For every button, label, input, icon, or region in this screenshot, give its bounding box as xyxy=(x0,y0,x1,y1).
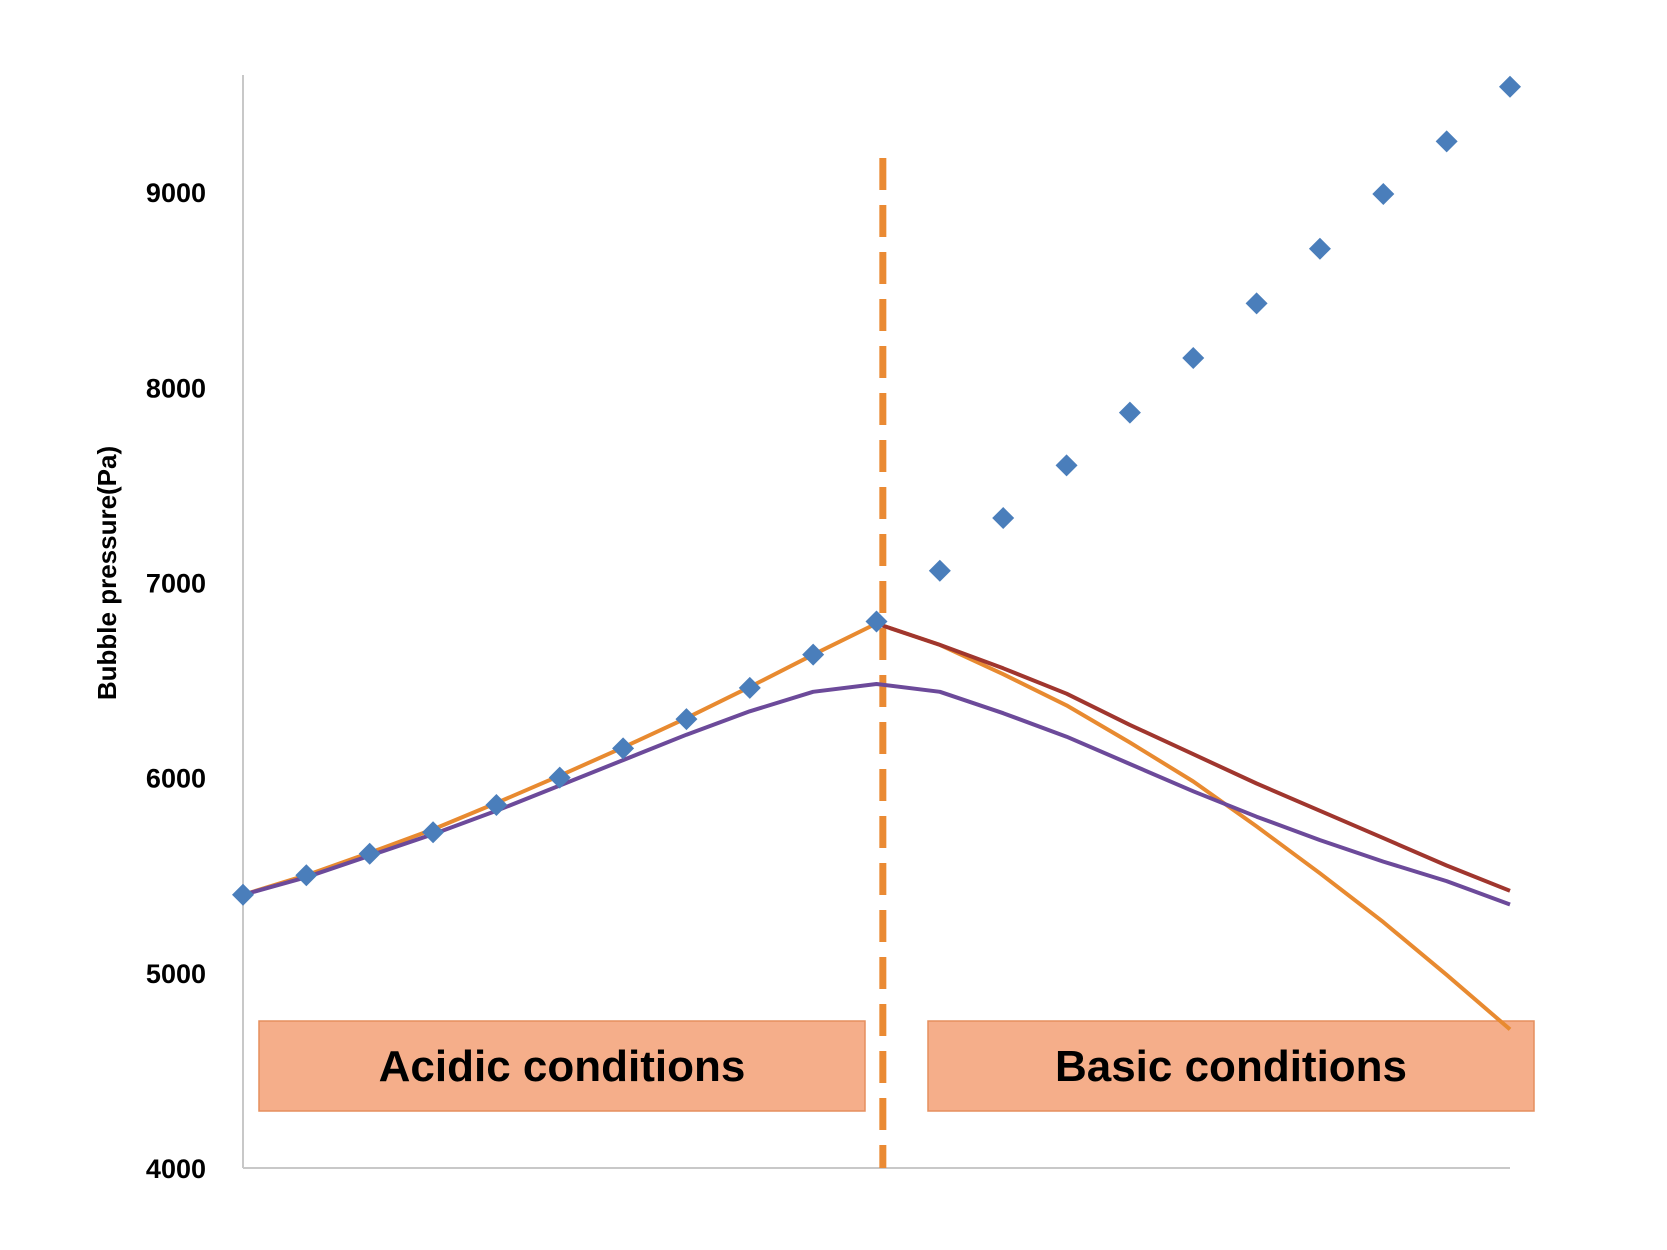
y-tick-label: 8000 xyxy=(146,373,206,403)
data-point-marker xyxy=(1372,183,1395,206)
data-point-marker xyxy=(548,766,571,789)
condition-regions: Acidic conditions Basic conditions xyxy=(258,1020,1535,1112)
y-tick-label: 9000 xyxy=(146,178,206,208)
y-tick-labels: 4000 5000 6000 7000 8000 9000 xyxy=(146,178,206,1184)
series-line-3 xyxy=(242,682,1511,907)
data-point-marker xyxy=(422,821,445,844)
data-point-marker xyxy=(1055,454,1078,477)
data-point-marker xyxy=(992,507,1015,530)
data-point-marker xyxy=(295,864,318,887)
series-markers xyxy=(232,75,1521,906)
data-point-marker xyxy=(1245,292,1268,315)
y-tick-label: 4000 xyxy=(146,1154,206,1184)
basic-region-box xyxy=(927,1020,1535,1112)
data-point-marker xyxy=(1182,347,1205,370)
data-point-marker xyxy=(232,883,254,906)
data-point-marker xyxy=(358,842,381,865)
basic-region-label: Basic conditions xyxy=(1055,1042,1407,1091)
data-point-marker xyxy=(1435,130,1458,153)
data-point-marker xyxy=(865,610,888,633)
y-axis-title: Bubble pressure(Pa) xyxy=(92,446,122,700)
acidic-region-box xyxy=(258,1020,866,1112)
data-point-marker xyxy=(802,643,825,666)
series-line-2 xyxy=(875,621,1511,893)
y-tick-label: 7000 xyxy=(146,568,206,598)
acidic-region-label: Acidic conditions xyxy=(379,1042,746,1091)
data-point-marker xyxy=(485,793,508,816)
y-tick-label: 5000 xyxy=(146,959,206,989)
data-point-marker xyxy=(675,708,698,731)
data-point-marker xyxy=(738,676,761,699)
y-tick-label: 6000 xyxy=(146,764,206,794)
data-point-marker xyxy=(1499,75,1521,98)
data-point-marker xyxy=(928,559,951,582)
data-point-marker xyxy=(1118,401,1141,424)
data-point-marker xyxy=(1308,237,1331,260)
data-point-marker xyxy=(612,737,635,760)
